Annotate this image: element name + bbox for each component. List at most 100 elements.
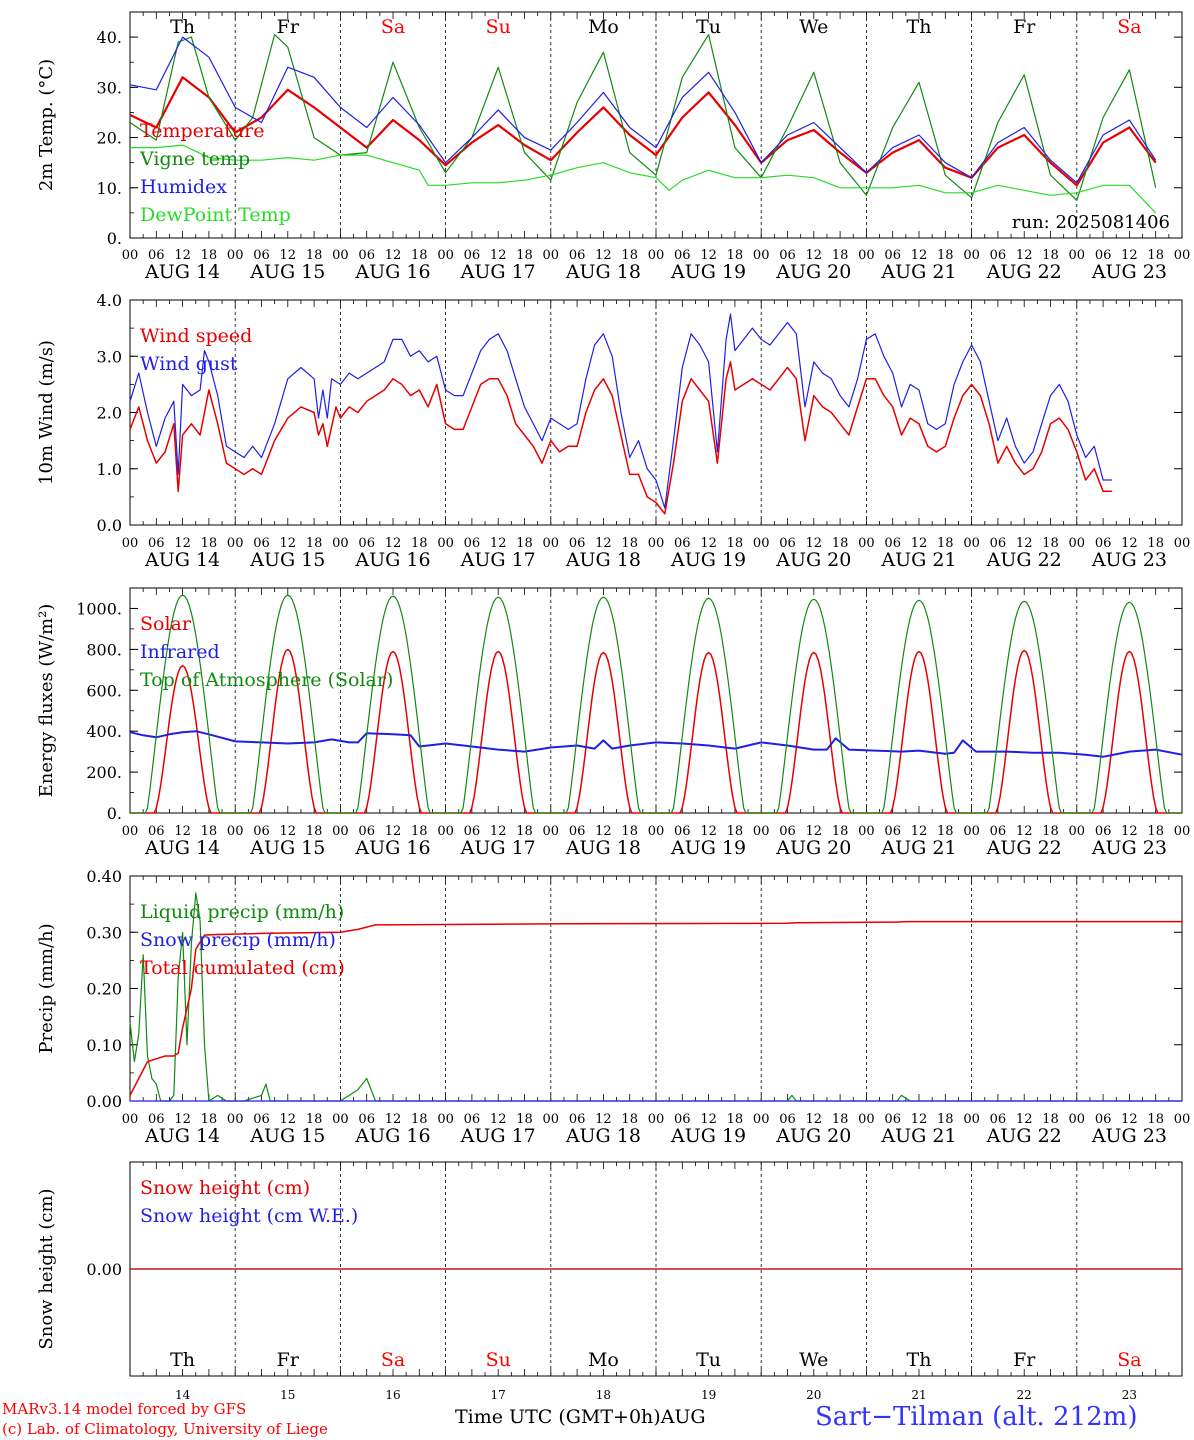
day-abbr-top: Sa — [381, 16, 405, 38]
hour-tick-label: 12 — [806, 536, 823, 551]
y-axis-label: 2m Temp. (°C) — [36, 59, 57, 191]
date-label: AUG 15 — [249, 837, 325, 859]
hour-tick-label: 00 — [963, 536, 980, 551]
day-number: 16 — [385, 1388, 400, 1402]
hour-tick-label: 12 — [174, 824, 191, 839]
hour-tick-label: 06 — [884, 1112, 901, 1127]
day-abbr-top: Th — [907, 16, 932, 38]
day-abbr-top: We — [799, 16, 828, 38]
date-label: AUG 17 — [460, 1125, 536, 1147]
panel-2: 0.0 1.0 2.0 3.0 4.0 10m Wind (m/s) Wind speed W… — [36, 291, 1190, 571]
date-label: AUG 23 — [1091, 1125, 1167, 1147]
legend-entry: DewPoint Temp — [140, 204, 291, 226]
date-label: AUG 22 — [986, 549, 1062, 571]
date-label: AUG 23 — [1091, 837, 1167, 859]
hour-tick-label: 00 — [332, 248, 349, 263]
hour-tick-label: 00 — [1069, 1112, 1086, 1127]
hour-tick-label: 18 — [1042, 248, 1059, 263]
hour-tick-label: 06 — [779, 536, 796, 551]
y-tick-label: 20. — [97, 129, 122, 148]
day-number: 20 — [806, 1388, 821, 1402]
hour-tick-label: 18 — [727, 824, 744, 839]
y-tick-label: 1000. — [76, 599, 122, 618]
hour-tick-label: 18 — [516, 536, 533, 551]
hour-tick-label: 12 — [1121, 248, 1138, 263]
date-label: AUG 14 — [144, 261, 220, 283]
series-line-wind-gust — [129, 313, 1112, 509]
day-abbr-bottom: Th — [907, 1349, 932, 1371]
hour-tick-label: 12 — [700, 824, 717, 839]
day-number: 14 — [175, 1388, 191, 1402]
y-tick-label: 400. — [86, 722, 122, 741]
hour-tick-label: 18 — [727, 248, 744, 263]
hour-tick-label: 06 — [253, 1112, 270, 1127]
series-line-top-of-atmosphere-solar- — [130, 594, 1182, 814]
hour-tick-label: 18 — [832, 536, 849, 551]
hour-tick-label: 12 — [1016, 248, 1033, 263]
hour-tick-label: 00 — [963, 824, 980, 839]
date-label: AUG 16 — [354, 261, 430, 283]
day-abbr-bottom: Su — [486, 1349, 511, 1371]
hour-tick-label: 06 — [569, 824, 586, 839]
hour-tick-label: 00 — [543, 536, 560, 551]
hour-tick-label: 18 — [1147, 824, 1164, 839]
legend-entry: Total cumulated (cm) — [140, 957, 345, 979]
y-tick-label: 30. — [97, 78, 122, 97]
date-label: AUG 19 — [670, 549, 746, 571]
hour-tick-label: 18 — [621, 1112, 638, 1127]
legend-entry: Snow precip (mm/h) — [140, 929, 336, 951]
hour-tick-label: 06 — [1095, 536, 1112, 551]
hour-tick-label: 12 — [911, 536, 928, 551]
hour-tick-label: 00 — [963, 248, 980, 263]
hour-tick-label: 12 — [385, 824, 402, 839]
day-abbr-bottom: Mo — [588, 1349, 619, 1371]
hour-tick-label: 00 — [543, 1112, 560, 1127]
y-tick-label: 0.00 — [86, 1260, 122, 1279]
hour-tick-label: 00 — [858, 536, 875, 551]
hour-tick-label: 12 — [490, 248, 507, 263]
hour-tick-label: 18 — [306, 1112, 323, 1127]
hour-tick-label: 00 — [227, 1112, 244, 1127]
y-tick-label: 3.0 — [97, 347, 122, 366]
hour-tick-label: 18 — [621, 248, 638, 263]
hour-tick-label: 00 — [648, 824, 665, 839]
hour-tick-label: 12 — [174, 248, 191, 263]
date-label: AUG 18 — [565, 837, 641, 859]
date-label: AUG 22 — [986, 837, 1062, 859]
y-axis-label: Snow height (cm) — [36, 1188, 57, 1349]
hour-tick-label: 06 — [1095, 824, 1112, 839]
day-abbr-top: Sa — [1117, 16, 1141, 38]
hour-tick-label: 12 — [280, 824, 297, 839]
hour-tick-label: 00 — [1174, 536, 1191, 551]
hour-tick-label: 18 — [621, 536, 638, 551]
y-tick-label: 0.30 — [86, 923, 122, 942]
hour-tick-label: 00 — [1174, 824, 1191, 839]
hour-tick-label: 00 — [1174, 248, 1191, 263]
hour-tick-label: 18 — [201, 824, 218, 839]
hour-tick-label: 06 — [569, 536, 586, 551]
hour-tick-label: 12 — [385, 248, 402, 263]
date-label: AUG 14 — [144, 837, 220, 859]
hour-tick-label: 00 — [543, 824, 560, 839]
y-tick-label: 4.0 — [97, 291, 122, 310]
day-number: 22 — [1017, 1388, 1032, 1402]
hour-tick-label: 12 — [1016, 824, 1033, 839]
hour-tick-label: 12 — [595, 1112, 612, 1127]
panel-3: 0. 200. 400. 600. 800. 1000. Energy fluxes (W/… — [36, 587, 1191, 859]
day-abbr-top: Su — [486, 16, 511, 38]
hour-tick-label: 12 — [595, 824, 612, 839]
lab-credit: (c) Lab. of Climatology, University of L… — [2, 1420, 328, 1438]
date-label: AUG 16 — [354, 549, 430, 571]
series-line-wind-speed — [129, 361, 1112, 515]
hour-tick-label: 06 — [358, 824, 375, 839]
y-axis-label: Precip (mm/h) — [36, 923, 57, 1053]
hour-tick-label: 06 — [358, 248, 375, 263]
hour-tick-label: 18 — [201, 1112, 218, 1127]
hour-tick-label: 12 — [280, 248, 297, 263]
date-label: AUG 23 — [1091, 261, 1167, 283]
hour-tick-label: 18 — [411, 824, 428, 839]
date-label: AUG 17 — [460, 261, 536, 283]
plot-frame — [129, 587, 1183, 814]
hour-tick-label: 18 — [937, 536, 954, 551]
